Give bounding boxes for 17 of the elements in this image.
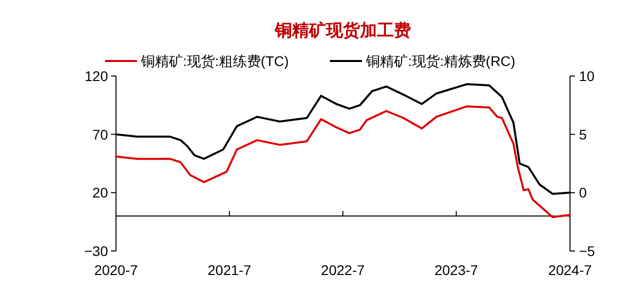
- x-tick-label: 2020-7: [94, 262, 138, 278]
- y-tick-label: 120: [84, 68, 108, 84]
- legend-label: 铜精矿:现货:精炼费(RC): [365, 53, 516, 69]
- y2-tick-label: 10: [579, 68, 595, 84]
- y-tick-label: −30: [84, 243, 108, 259]
- x-tick-label: 2021-7: [208, 262, 252, 278]
- y-tick-label: 20: [92, 184, 108, 201]
- y-tick-label: 70: [92, 126, 108, 142]
- legend-label: 铜精矿:现货:粗练费(TC): [140, 53, 289, 69]
- x-tick-label: 2023-7: [434, 262, 478, 278]
- x-tick-label: 2024-7: [548, 262, 592, 278]
- y2-tick-label: 5: [579, 126, 587, 142]
- x-tick-label: 2022-7: [321, 262, 365, 278]
- chart-title: 铜精矿现货加工费: [274, 21, 411, 40]
- y2-tick-label: −5: [579, 243, 596, 259]
- line-series: [115, 105, 571, 218]
- y2-tick-label: 0: [579, 184, 587, 201]
